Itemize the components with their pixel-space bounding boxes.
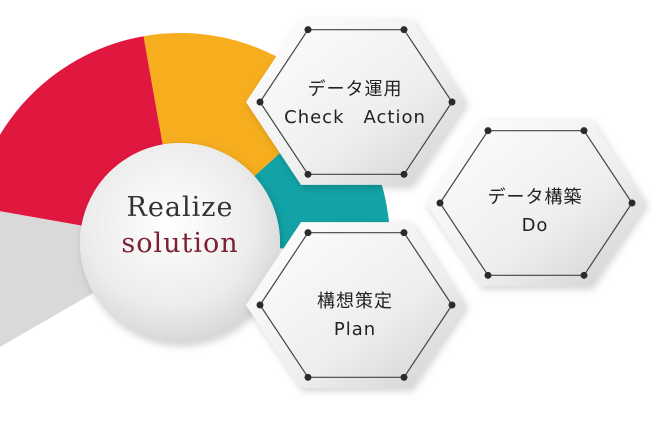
hexagon-right: [426, 120, 646, 286]
hex-top-subtitle: Check Action: [284, 107, 426, 128]
hexagon-top-vertex-dot: [304, 26, 312, 34]
hexagon-bottom-vertex-dot: [448, 301, 456, 309]
hexagon-right-vertex-dot: [628, 199, 636, 207]
hexagon-bottom-vertex-dot: [304, 229, 312, 237]
hex-right-label: データ構築 Do: [430, 184, 640, 240]
hex-right-subtitle: Do: [521, 215, 549, 236]
hexagon-top: [246, 19, 466, 185]
hexagon-right-shape: [426, 120, 646, 286]
hexagon-bottom-vertex-dot: [400, 373, 408, 381]
hexagon-right-vertex-dot: [580, 127, 588, 135]
center-circle: [80, 143, 280, 343]
hexagon-right-vertex-dot: [580, 271, 588, 279]
hex-bottom-title: 構想策定: [317, 291, 393, 312]
hexagon-top-vertex-dot: [256, 98, 264, 106]
hexagon-right-vertex-dot: [436, 199, 444, 207]
center-label-line1: Realize: [126, 192, 234, 223]
hexagon-top-vertex-dot: [400, 26, 408, 34]
hexagon-top-vertex-dot: [304, 170, 312, 178]
hexagon-bottom-vertex-dot: [304, 373, 312, 381]
hexagon-bottom-vertex-dot: [256, 301, 264, 309]
ring-segment-red: [0, 36, 163, 226]
hexagon-bottom-shape: [246, 222, 466, 388]
hexagon-top-vertex-dot: [448, 98, 456, 106]
hex-top-title: データ運用: [307, 79, 403, 100]
hexagon-bottom-vertex-dot: [400, 229, 408, 237]
hexagon-right-vertex-dot: [484, 127, 492, 135]
ring-segment-gray: [0, 211, 94, 347]
hexagon-top-shape: [246, 19, 466, 185]
hex-top-label: データ運用 Check Action: [250, 76, 460, 132]
hexagon-right-vertex-dot: [484, 271, 492, 279]
hex-bottom-subtitle: Plan: [333, 319, 377, 340]
center-label-line2: solution: [121, 228, 239, 259]
hex-bottom-label: 構想策定 Plan: [250, 288, 460, 344]
hexagon-top-vertex-dot: [400, 170, 408, 178]
hex-right-title: データ構築: [487, 187, 583, 208]
center-label: Realize solution: [80, 190, 280, 262]
hexagon-group: [246, 19, 646, 388]
hexagon-bottom: [246, 222, 466, 388]
